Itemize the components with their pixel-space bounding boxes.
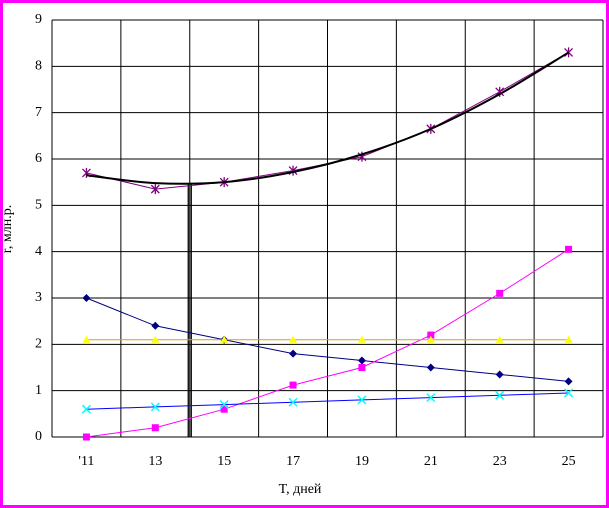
y-tick-label: 8	[35, 59, 42, 74]
marker	[82, 335, 91, 343]
marker	[219, 400, 229, 410]
y-tick-label: 6	[35, 151, 42, 166]
marker	[151, 321, 160, 330]
x-axis-label: T, дней	[279, 482, 322, 497]
marker	[220, 405, 228, 413]
marker	[150, 402, 160, 412]
series-line	[86, 51, 570, 185]
x-tick-label: 15	[217, 454, 231, 469]
marker	[220, 335, 229, 343]
marker	[496, 289, 504, 297]
marker	[357, 356, 366, 365]
x-tick-label: 13	[148, 454, 162, 469]
marker	[82, 294, 91, 302]
marker	[358, 364, 366, 371]
x-tick-label: '11	[78, 454, 94, 469]
x-tick-label: 21	[424, 454, 438, 469]
y-tick-label: 3	[35, 290, 42, 305]
x-tick-label: 17	[286, 454, 300, 469]
y-tick-label: 1	[35, 383, 42, 398]
marker	[289, 349, 298, 358]
marker	[151, 424, 159, 432]
marker	[357, 395, 367, 405]
y-tick-label: 7	[35, 105, 42, 120]
marker	[151, 335, 160, 343]
marker	[81, 404, 91, 414]
marker	[564, 377, 573, 386]
y-axis-label: r, млн.р.	[0, 205, 15, 253]
y-tick-label: 2	[35, 337, 42, 352]
y-tick-label: 0	[35, 429, 42, 444]
series-line	[86, 248, 569, 438]
marker	[82, 433, 90, 441]
marker	[564, 388, 574, 398]
x-tick-label: 23	[493, 454, 507, 469]
series-line	[86, 392, 569, 410]
marker	[427, 331, 435, 339]
marker	[495, 335, 504, 343]
marker	[565, 245, 573, 253]
x-tick-label: 25	[562, 454, 576, 469]
x-tick-label: 19	[355, 454, 369, 469]
y-tick-label: 4	[35, 244, 42, 259]
marker	[564, 335, 573, 343]
marker	[426, 363, 435, 372]
marker	[426, 335, 435, 343]
marker	[288, 397, 298, 407]
series-line	[86, 297, 569, 382]
marker	[289, 381, 297, 389]
marker	[150, 184, 160, 195]
marker	[495, 370, 504, 379]
marker	[426, 393, 436, 403]
marker	[357, 335, 366, 343]
y-tick-label: 5	[35, 198, 42, 213]
y-tick-label: 9	[35, 12, 42, 27]
marker	[495, 390, 505, 400]
marker	[289, 335, 298, 343]
